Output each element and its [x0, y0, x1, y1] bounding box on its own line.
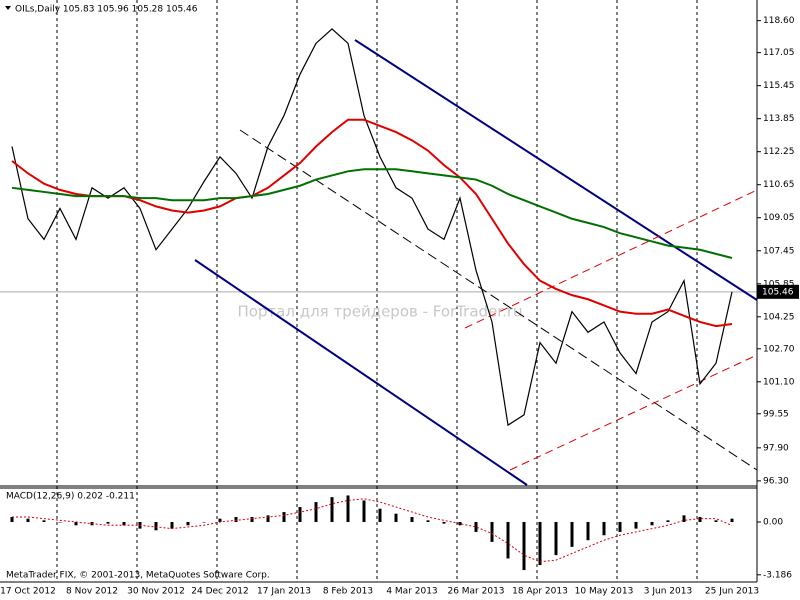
macd-bar — [282, 512, 286, 522]
macd-bar — [714, 520, 718, 522]
macd-bar — [10, 517, 14, 522]
macd-bar — [410, 517, 414, 522]
macd-bar — [506, 521, 510, 559]
macd-bar — [698, 517, 702, 522]
copyright: MetaTrader FIX, © 2001-2013, MetaQuotes … — [6, 571, 270, 581]
macd-bar — [234, 517, 238, 522]
macd-bar — [682, 515, 686, 522]
macd-bar — [106, 521, 110, 524]
macd-bar — [602, 521, 606, 536]
x-tick-label: 17 Jan 2013 — [257, 587, 311, 597]
channel-line — [509, 354, 758, 471]
macd-bar — [154, 521, 158, 531]
macd-bar — [730, 518, 734, 522]
y-tick-label: 101.10 — [763, 377, 795, 387]
x-tick-label: 24 Dec 2012 — [191, 587, 249, 597]
x-tick-label: 8 Nov 2012 — [66, 587, 118, 597]
vertical-grid — [56, 0, 698, 582]
x-tick-label: 10 May 2013 — [575, 587, 634, 597]
macd-bar — [426, 520, 430, 522]
macd-bar — [58, 521, 62, 523]
y-tick-label: 0.00 — [763, 517, 783, 527]
macd-bar — [538, 521, 542, 566]
y-tick-label: 117.05 — [763, 48, 795, 58]
macd-bar — [314, 502, 318, 522]
x-tick-label: 25 Jun 2013 — [705, 587, 759, 597]
y-tick-label: 115.45 — [763, 81, 795, 91]
x-tick-label: 30 Nov 2012 — [127, 587, 185, 597]
y-tick-label: -3.186 — [763, 570, 792, 580]
y-tick-label: 113.85 — [763, 114, 795, 124]
macd-bar — [650, 521, 654, 526]
macd-bar — [362, 500, 366, 522]
x-tick-label: 3 Jun 2013 — [644, 587, 692, 597]
macd-bar — [42, 520, 46, 522]
channel-midline — [239, 129, 758, 471]
chart-title: OILs,Daily 105.83 105.96 105.28 105.46 — [15, 5, 198, 15]
moving-average — [11, 118, 733, 328]
macd-bar — [298, 507, 302, 522]
y-tick-label: 96.30 — [763, 476, 789, 486]
y-tick-label: 99.55 — [763, 409, 789, 419]
macd-bar — [202, 521, 206, 523]
price-label: 105.46 — [762, 287, 794, 297]
macd-bar — [266, 515, 270, 522]
channel-line — [464, 189, 758, 329]
macd-bar — [570, 521, 574, 547]
macd-bar — [378, 508, 382, 522]
channel-line — [354, 39, 758, 301]
y-tick-label: 107.45 — [763, 246, 795, 256]
watermark: Портал для трейдеров - ForTrader.ru — [237, 303, 522, 321]
macd-bar — [330, 497, 334, 522]
macd-bar — [346, 495, 350, 522]
macd-bar — [490, 521, 494, 542]
moving-average — [11, 168, 733, 259]
menu-arrow[interactable] — [5, 6, 11, 10]
x-tick-label: 17 Oct 2012 — [0, 587, 56, 597]
macd-bar — [250, 517, 254, 522]
signal-line — [12, 498, 733, 563]
y-tick-label: 109.05 — [763, 213, 795, 223]
macd-bar — [634, 521, 638, 529]
y-tick-label: 112.25 — [763, 147, 795, 157]
y-tick-label: 118.60 — [763, 16, 795, 26]
channel-line — [194, 259, 528, 486]
macd-bar — [122, 521, 126, 526]
macd-bar — [554, 521, 558, 556]
x-tick-label: 26 Mar 2013 — [447, 587, 504, 597]
price-label-box — [757, 284, 799, 299]
macd-bar — [586, 521, 590, 541]
macd-bar — [458, 521, 462, 526]
y-tick-label: 105.85 — [763, 279, 795, 289]
macd-bar — [474, 521, 478, 532]
y-tick-label: 102.70 — [763, 344, 795, 354]
y-tick-label: 110.65 — [763, 180, 795, 190]
x-tick-label: 4 Mar 2013 — [386, 587, 437, 597]
x-tick-label: 18 Apr 2013 — [512, 587, 568, 597]
macd-bar — [522, 521, 526, 571]
macd-bar — [394, 513, 398, 522]
macd-bar — [666, 520, 670, 522]
macd-bar — [618, 521, 622, 532]
macd-bar — [26, 518, 30, 522]
macd-bar — [186, 521, 190, 526]
macd-bar — [442, 521, 446, 524]
y-tick-label: 97.90 — [763, 443, 789, 453]
macd-bar — [74, 521, 78, 526]
x-tick-label: 8 Feb 2013 — [323, 587, 373, 597]
y-tick-label: 104.25 — [763, 312, 795, 322]
macd-bar — [170, 521, 174, 529]
indicator-title: MACD(12,26,9) 0.202 -0.211 — [6, 492, 135, 502]
macd-bar — [218, 518, 222, 522]
trend-lines — [194, 39, 758, 486]
